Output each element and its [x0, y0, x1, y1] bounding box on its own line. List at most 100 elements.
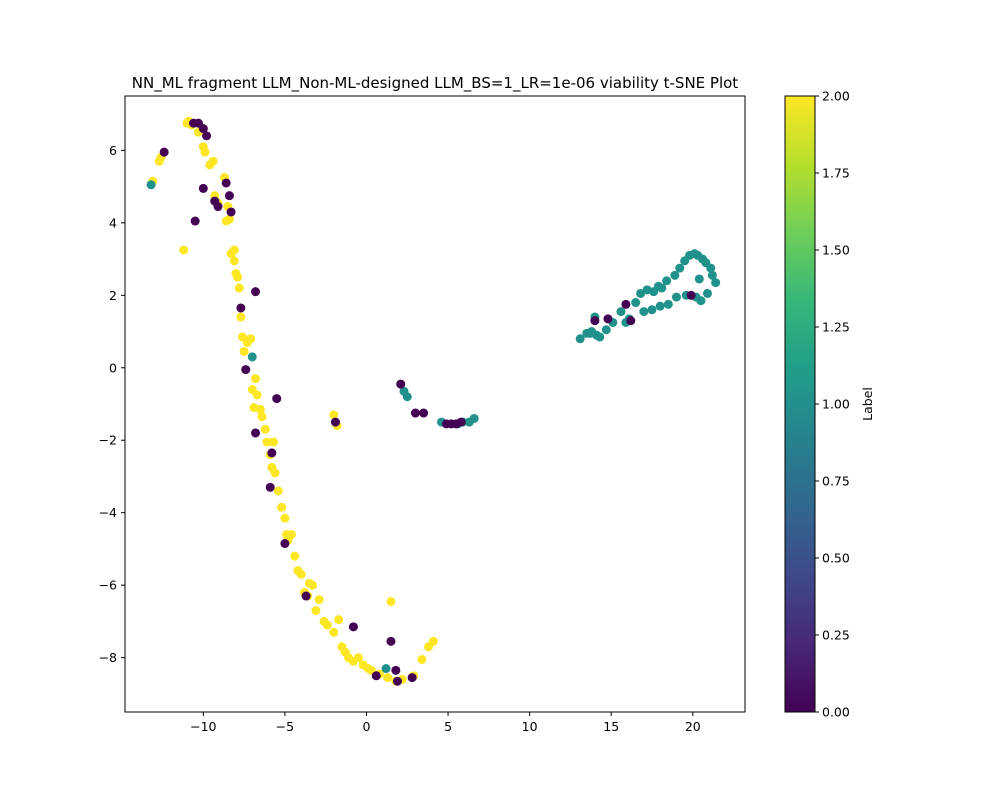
colorbar-tick-label: 0.00: [822, 705, 850, 720]
scatter-point-label-1: [662, 276, 672, 286]
colorbar-tick-label: 1.75: [822, 166, 850, 181]
scatter-point-label-1: [663, 299, 673, 309]
scatter-point-label-0: [396, 379, 406, 389]
x-axis: −10 −5 0 5 10 15 20: [190, 712, 701, 734]
scatter-point-label-2: [233, 272, 243, 282]
scatter-point-label-0: [236, 303, 246, 313]
scatter-point-label-2: [270, 468, 280, 478]
scatter-point-label-1: [146, 180, 156, 190]
scatter-point-label-2: [386, 596, 396, 606]
y-axis: −8 −6 −4 −2 0 2 4 6: [99, 143, 125, 665]
scatter-point-label-2: [314, 595, 324, 605]
scatter-point-label-0: [419, 408, 429, 418]
y-tick-label: 0: [109, 360, 117, 375]
scatter-point-label-1: [639, 307, 649, 317]
scatter-point-label-2: [329, 627, 339, 637]
y-tick-label: 2: [109, 288, 117, 303]
scatter-point-label-0: [456, 417, 466, 427]
scatter-point-label-0: [407, 673, 417, 683]
scatter-point-label-2: [246, 334, 256, 344]
scatter-point-label-0: [686, 290, 696, 300]
scatter-point-label-2: [179, 245, 189, 255]
scatter-point-label-2: [329, 410, 339, 420]
scatter-point-label-2: [229, 256, 239, 266]
scatter-point-label-1: [670, 270, 680, 280]
y-tick-label: 4: [109, 215, 117, 230]
scatter-point-label-2: [234, 283, 244, 293]
scatter-point-label-0: [213, 202, 223, 212]
scatter-point-label-1: [675, 263, 685, 273]
scatter-point-label-1: [706, 263, 716, 273]
scatter-point-label-1: [702, 288, 712, 298]
scatter-point-label-0: [198, 183, 208, 193]
scatter-point-label-0: [386, 636, 396, 646]
scatter-point-label-2: [224, 214, 234, 224]
colorbar-gradient: [785, 96, 815, 712]
y-tick-label: −6: [99, 578, 117, 593]
colorbar-tick-label: 0.50: [822, 551, 850, 566]
scatter-point-label-1: [711, 278, 721, 288]
scatter-point-label-2: [229, 245, 239, 255]
scatter-point-label-0: [392, 676, 402, 686]
scatter-point-label-1: [707, 270, 717, 280]
colorbar-ticks: 0.00 0.25 0.50 0.75 1.00 1.25 1.50 1.75 2.00: [815, 89, 850, 720]
scatter-point-label-1: [585, 328, 595, 338]
scatter-point-label-1: [247, 352, 257, 362]
x-tick-label: −5: [276, 719, 294, 734]
scatter-point-label-0: [348, 622, 358, 632]
scatter-point-label-2: [353, 653, 363, 663]
scatter-point-label-1: [671, 292, 681, 302]
colorbar-tick-label: 1.25: [822, 320, 850, 335]
colorbar-label: Label: [860, 387, 875, 421]
scatter-point-label-2: [290, 551, 300, 561]
y-tick-label: −8: [99, 650, 117, 665]
scatter-point-label-2: [383, 673, 393, 683]
scatter-point-label-0: [198, 124, 208, 134]
scatter-point-label-0: [371, 671, 381, 681]
x-tick-label: −10: [190, 719, 216, 734]
scatter-point-label-2: [273, 486, 283, 496]
x-tick-label: 20: [685, 719, 701, 734]
scatter-point-label-1: [469, 413, 479, 423]
colorbar-tick-label: 0.25: [822, 628, 850, 643]
scatter-point-label-2: [334, 615, 344, 625]
colorbar: 0.00 0.25 0.50 0.75 1.00 1.25 1.50 1.75 2.00 Lab…: [784, 89, 875, 720]
y-tick-label: −2: [99, 433, 117, 448]
scatter-point-label-0: [226, 207, 236, 217]
scatter-point-label-1: [696, 296, 706, 306]
scatter-point-label-2: [296, 569, 306, 579]
scatter-point-label-2: [322, 620, 332, 630]
scatter-point-label-0: [267, 448, 277, 458]
scatter-point-label-0: [621, 299, 631, 309]
scatter-point-label-2: [268, 437, 278, 447]
scatter-point-label-2: [255, 404, 265, 414]
scatter-point-label-1: [647, 305, 657, 315]
scatter-point-label-0: [251, 428, 261, 438]
scatter-point-label-1: [657, 283, 667, 293]
scatter-point-label-1: [402, 392, 412, 402]
scatter-point-label-2: [252, 390, 262, 400]
scatter-point-label-2: [280, 513, 290, 523]
scatter-point-label-0: [224, 191, 234, 201]
scatter-point-label-0: [280, 539, 290, 549]
scatter-point-label-0: [301, 591, 311, 601]
scatter-point-label-0: [221, 178, 231, 188]
scatter-point-label-2: [308, 580, 318, 590]
scatter-points: [146, 116, 721, 686]
scatter-point-label-1: [631, 298, 641, 308]
scatter-point-label-2: [311, 606, 321, 616]
scatter-point-label-2: [277, 502, 287, 512]
colorbar-tick-label: 1.50: [822, 243, 850, 258]
x-tick-label: 15: [603, 719, 619, 734]
scatter-point-label-2: [251, 374, 261, 384]
colorbar-tick-label: 2.00: [822, 89, 850, 104]
x-tick-label: 10: [522, 719, 538, 734]
colorbar-tick-label: 1.00: [822, 397, 850, 412]
scatter-point-label-2: [239, 346, 249, 356]
scatter-point-label-2: [208, 156, 218, 166]
scatter-point-label-0: [265, 482, 275, 492]
scatter-point-label-1: [601, 325, 611, 335]
scatter-point-label-2: [286, 529, 296, 539]
y-tick-label: −4: [99, 505, 117, 520]
